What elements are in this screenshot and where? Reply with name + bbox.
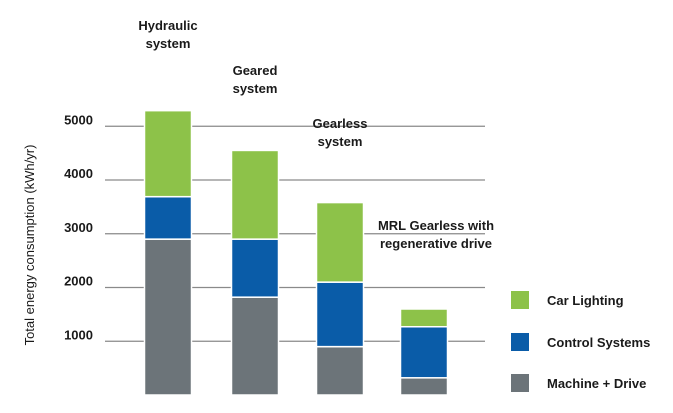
bar-segment [399, 325, 449, 379]
category-label: Hydraulic [138, 18, 197, 33]
bar-segment [230, 296, 280, 396]
y-tick-label: 5000 [64, 112, 93, 127]
legend-swatch [511, 374, 529, 392]
category-label: system [233, 81, 278, 96]
legend-swatch [511, 333, 529, 351]
legend: Car Lighting Control Systems Machine + Dri… [511, 291, 650, 392]
bar-segment [399, 377, 449, 396]
category-labels: Hydraulic system Geared system Gearless syste… [138, 18, 494, 251]
y-axis-label: Total energy consumption (kWh/yr) [22, 145, 37, 346]
bar-segment [315, 281, 365, 348]
y-tick-label: 4000 [64, 166, 93, 181]
y-tick-label: 3000 [64, 220, 93, 235]
category-label: system [146, 36, 191, 51]
bar-segment [230, 238, 280, 298]
y-tick-label: 1000 [64, 327, 93, 342]
bar-segment [143, 109, 193, 198]
bars [143, 109, 449, 396]
bar-segment [230, 149, 280, 240]
category-label: Gearless [313, 116, 368, 131]
category-label: MRL Gearless with [378, 218, 494, 233]
bar-segment [143, 238, 193, 396]
category-label: system [318, 134, 363, 149]
category-label: regenerative drive [380, 236, 492, 251]
bar-segment [143, 195, 193, 240]
bar-segment [315, 345, 365, 396]
category-label: Geared [233, 63, 278, 78]
bar-segment [315, 201, 365, 283]
y-tick-label: 2000 [64, 274, 93, 289]
bar-segment [399, 308, 449, 328]
legend-label: Car Lighting [547, 293, 624, 308]
legend-swatch [511, 291, 529, 309]
legend-label: Machine + Drive [547, 376, 646, 391]
legend-label: Control Systems [547, 335, 650, 350]
y-tick-labels: 1000 2000 3000 4000 5000 [64, 112, 93, 342]
